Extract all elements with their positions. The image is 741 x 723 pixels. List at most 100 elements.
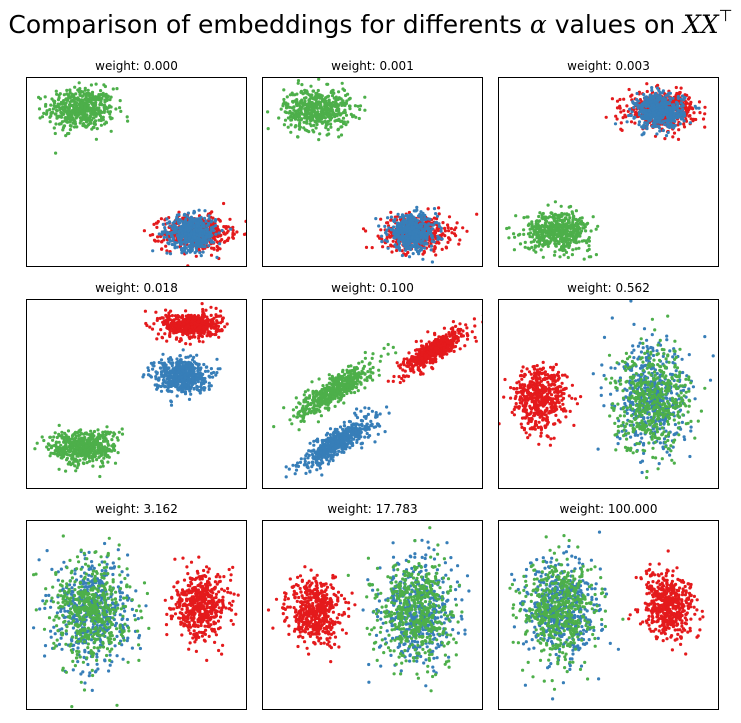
scatter-point [296,79,301,83]
scatter-point [177,240,181,244]
scatter-point [412,229,416,233]
scatter-point [527,247,532,251]
scatter-point [682,119,686,123]
scatter-point [155,225,159,229]
scatter-point [211,317,215,322]
scatter-point [677,128,681,132]
scatter-point [380,240,384,244]
scatter-point [671,135,675,139]
scatter-point [68,119,73,123]
scatter-point [62,93,66,97]
scatter-point [674,100,679,104]
scatter-point [395,248,399,253]
scatter-point [290,91,294,95]
scatter-point [65,111,69,115]
scatter-point [184,342,188,346]
scatter-point [142,229,146,233]
scatter-point [107,105,111,109]
scatter-point [530,222,534,226]
scatter-point [529,240,533,244]
scatter-point [100,96,104,100]
scatter-point [446,240,450,244]
scatter-point [679,86,683,90]
scatter-point [661,89,666,93]
scatter-point [536,222,540,227]
scatter-point [674,111,678,115]
scatter-point [614,114,618,118]
scatter-point [285,95,289,99]
scatter-point [397,244,401,248]
scatter-point [673,124,677,128]
scatter-point [439,226,443,230]
scatter-point [54,89,58,93]
scatter-point [432,207,437,211]
scatter-point [538,211,542,215]
scatter-point [153,239,158,243]
scatter-point [680,94,685,98]
scatter-point [171,226,175,231]
scatter-point [587,244,591,248]
scatter-point [315,94,319,98]
scatter-point [326,113,330,117]
scatter-point [543,242,547,246]
scatter-panel-4 [26,299,247,489]
scatter-point [637,113,642,117]
scatter-point [425,236,429,240]
scatter-point [184,251,189,255]
scatter-point [73,85,77,89]
scatter-point [231,228,235,232]
scatter-point [596,224,600,228]
scatter-point [209,220,213,224]
scatter-point [171,236,175,240]
scatter-point [296,102,300,106]
scatter-point [443,226,447,230]
scatter-point [523,245,527,249]
scatter-point [659,115,663,119]
scatter-point [604,115,608,119]
scatter-point [330,94,335,98]
scatter-point [633,121,637,125]
scatter-point [530,220,534,224]
scatter-point [379,228,383,232]
scatter-point [201,244,205,249]
scatter-point [645,97,649,101]
scatter-point [160,240,164,244]
scatter-point [377,224,381,228]
scatter-point [165,249,169,253]
scatter-point [693,104,697,108]
scatter-point [633,115,637,119]
scatter-point [341,87,345,91]
scatter-point [193,235,197,240]
scatter-point [587,247,591,251]
scatter-point [327,100,331,104]
scatter-point [322,115,326,120]
scatter-point [283,110,287,114]
scatter-point [70,109,75,113]
scatter-point [314,91,318,95]
scatter-point [125,115,129,119]
scatter-point [335,98,339,102]
scatter-point [677,114,681,118]
scatter-point [199,215,203,219]
scatter-point [311,128,315,132]
scatter-point [434,212,438,216]
scatter-point [81,94,85,98]
scatter-point [416,219,420,223]
scatter-point [38,97,43,101]
scatter-point [161,222,165,226]
scatter-point [180,246,184,251]
scatter-point [144,321,148,326]
scatter-point [513,235,517,239]
scatter-point [610,97,615,101]
scatter-point [697,106,701,110]
scatter-point [88,99,92,103]
scatter-point [201,307,205,312]
scatter-point [198,251,202,255]
scatter-point [594,253,599,257]
scatter-point [177,231,181,235]
scatter-point [538,242,542,246]
scatter-point [299,90,303,94]
scatter-point [383,224,387,228]
scatter-point [64,116,68,120]
scatter-point [176,314,180,318]
